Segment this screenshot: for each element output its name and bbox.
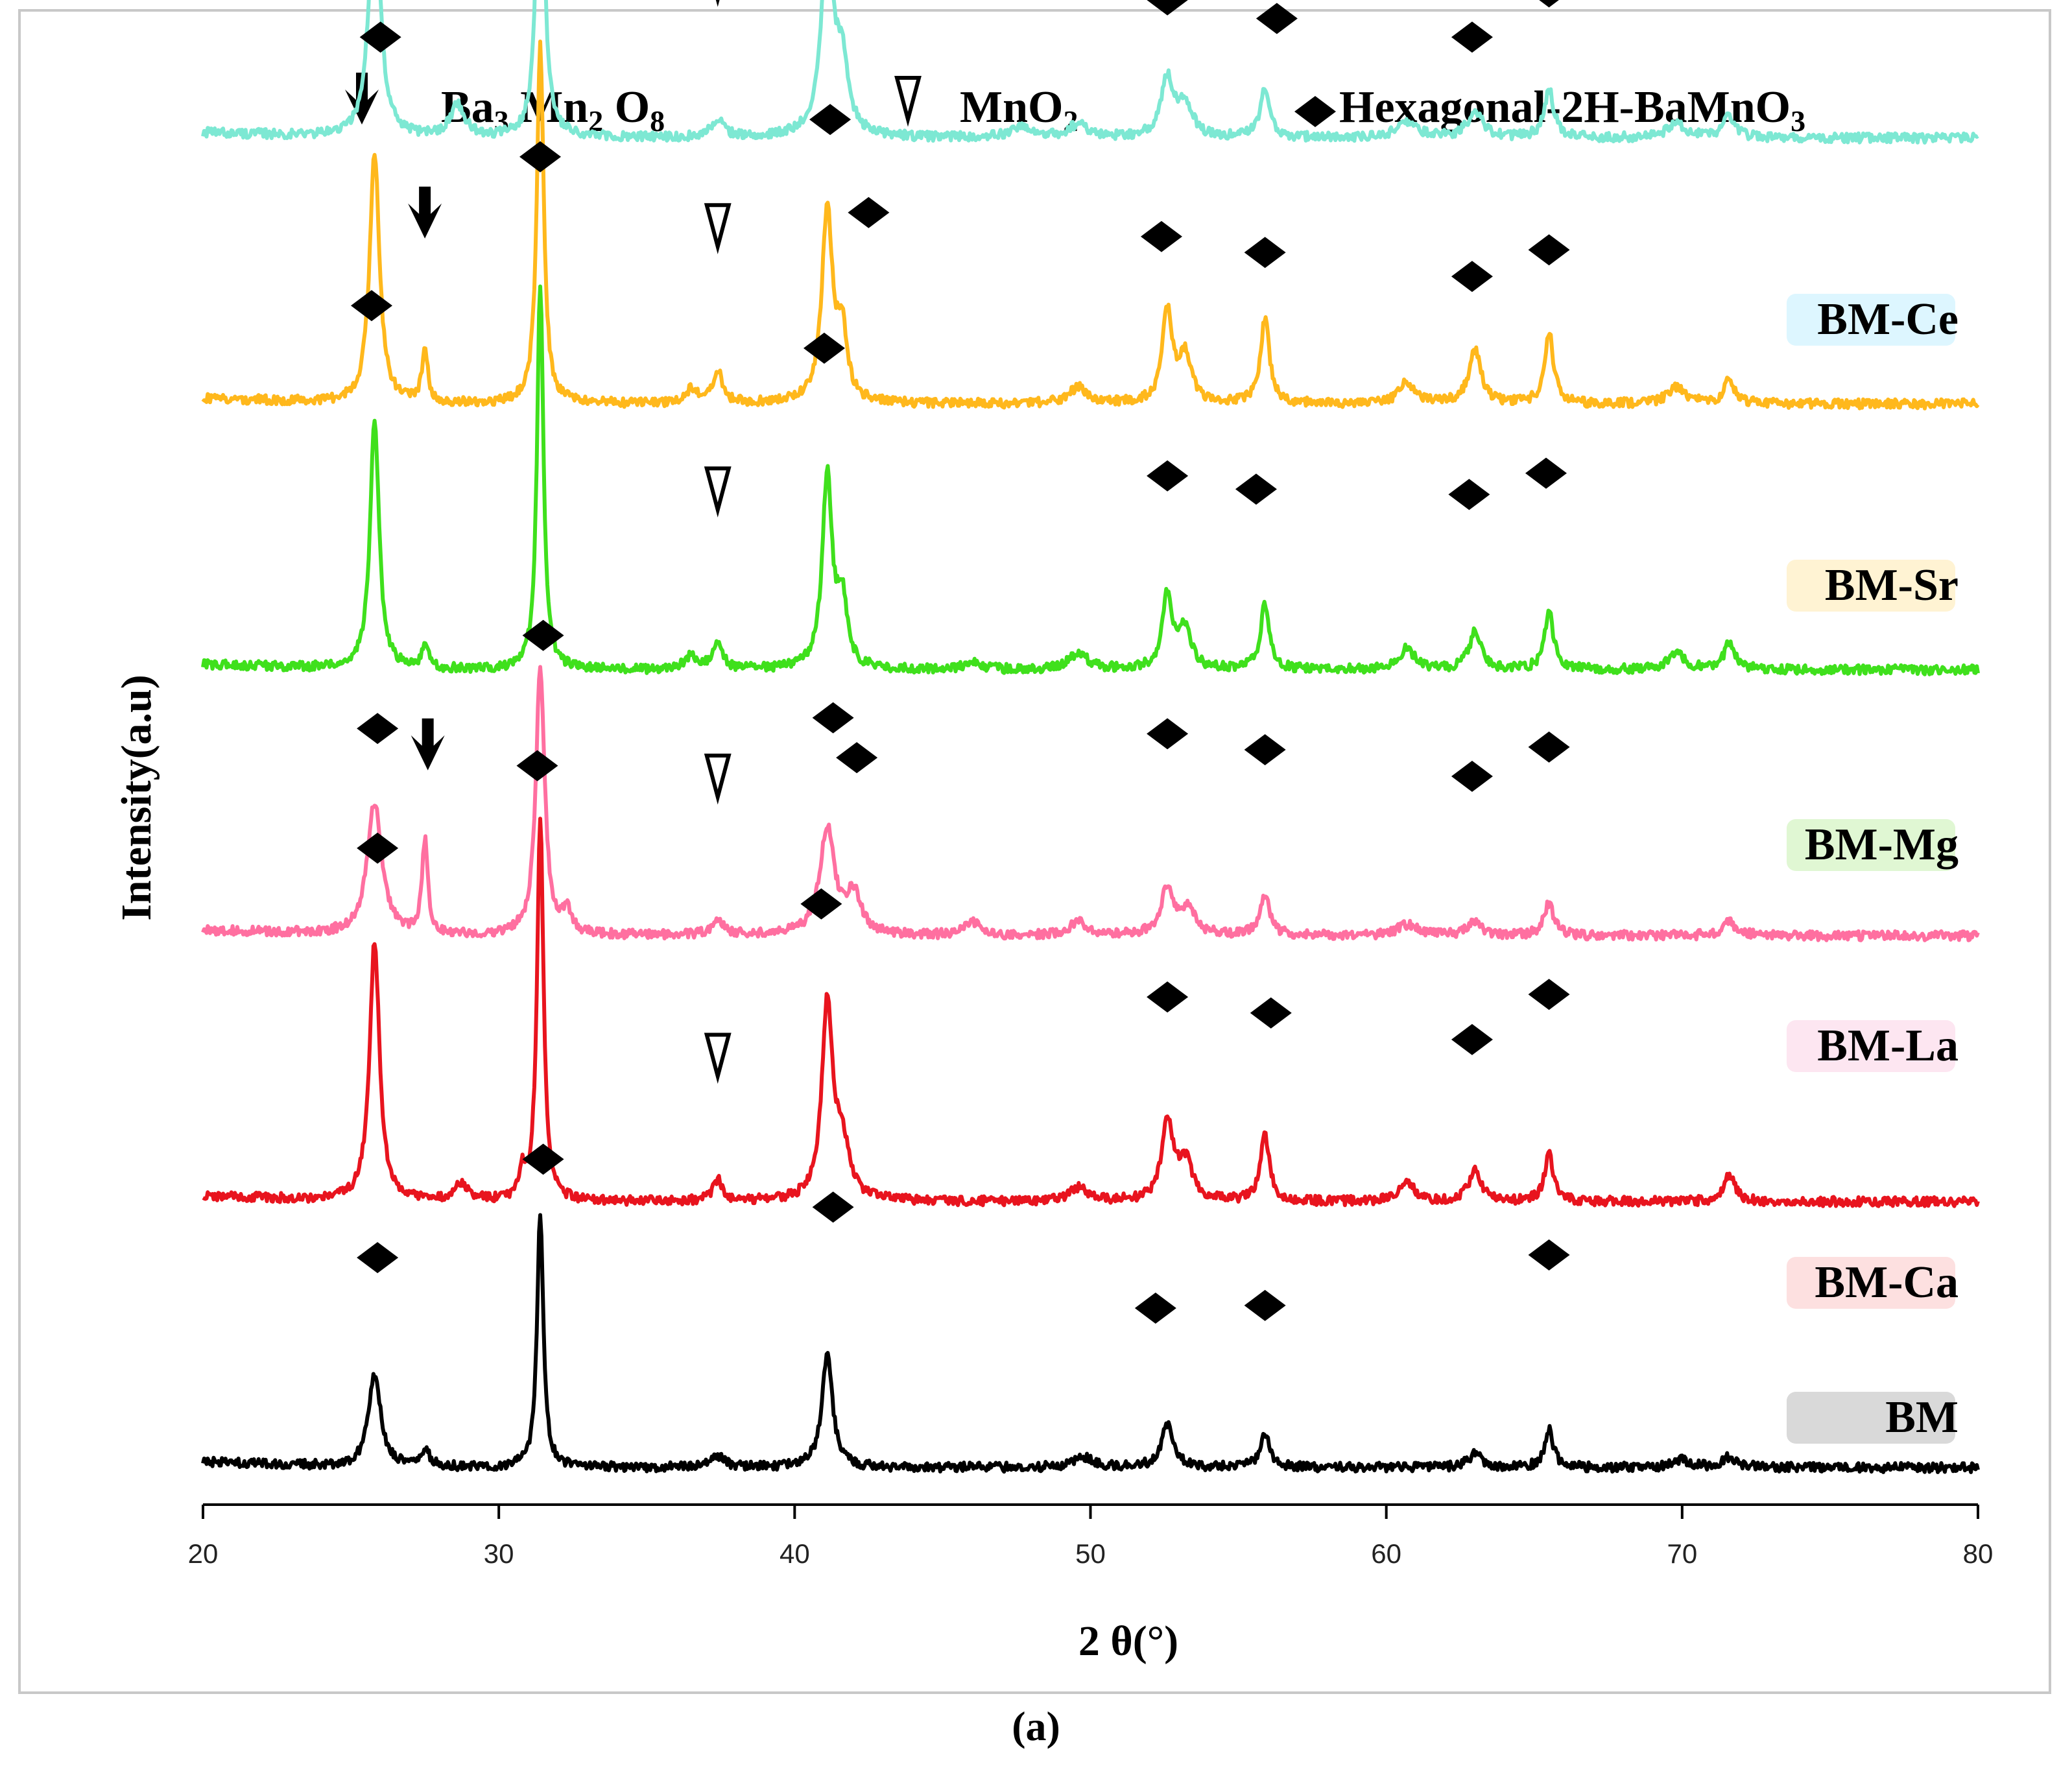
- x-tick-label: 70: [1667, 1538, 1697, 1569]
- x-tick-label: 50: [1075, 1538, 1106, 1569]
- phase-diamond-marker: [1235, 473, 1277, 505]
- y-axis-title: Intensity(a.u): [113, 674, 160, 921]
- series-label-group: BM-Sr: [1787, 560, 1959, 612]
- phase-diamond-marker: [357, 713, 398, 744]
- x-axis-title: 2 θ(°): [1078, 1617, 1178, 1665]
- phase-diamond-marker: [1529, 234, 1570, 265]
- phase-diamond-marker: [813, 702, 854, 734]
- phase-diamond-marker: [1529, 0, 1570, 8]
- phase-diamond-marker: [836, 742, 877, 773]
- phase-diamond-marker: [516, 750, 558, 782]
- series-label: BM: [1885, 1392, 1959, 1442]
- phase-diamond-marker: [813, 1191, 854, 1223]
- phase-diamond-marker: [1451, 1024, 1493, 1055]
- series-label: BM-La: [1817, 1021, 1959, 1071]
- series-label: BM-Ca: [1815, 1258, 1959, 1307]
- x-tick-label: 80: [1963, 1538, 1994, 1569]
- phase-diamond-marker: [1147, 981, 1188, 1012]
- x-tick-label: 60: [1371, 1538, 1401, 1569]
- x-tick-label: 40: [780, 1538, 810, 1569]
- series-label: BM-Sr: [1825, 560, 1959, 610]
- xrd-chart: Ba3 Mn2 O8 MnO2 Hexagonal-2H-BaMnO3 BM-CeB…: [0, 0, 2072, 1766]
- phase-diamond-marker: [1244, 237, 1286, 268]
- ba3mn2o8-arrow-marker: [408, 187, 442, 239]
- phase-diamond-marker: [357, 833, 398, 864]
- phase-diamond-marker: [1256, 3, 1298, 34]
- phase-diamond-marker: [1448, 479, 1490, 510]
- ba3mn2o8-arrow-marker: [411, 719, 445, 770]
- phase-diamond-marker: [1147, 718, 1188, 749]
- series-label-group: BM: [1787, 1392, 1959, 1444]
- phase-diamond-marker: [1451, 261, 1493, 292]
- x-tick-label: 30: [484, 1538, 514, 1569]
- mno2-triangle-marker: [707, 468, 729, 510]
- series-line-bm: [203, 1215, 1978, 1472]
- legend-diamond-marker: [1294, 96, 1336, 127]
- axes: 20 30 40 50 60 70 80: [188, 1505, 1994, 1569]
- series-line-bm-ca: [203, 818, 1978, 1206]
- phase-diamond-marker: [1529, 732, 1570, 763]
- series-label-group: BM-Mg: [1787, 819, 1959, 871]
- legend-triangle-marker: [897, 78, 919, 119]
- series-layer: BM-Ce BM-Sr BM-Mg BM-La BM-Ca BM: [203, 0, 1978, 1472]
- mno2-triangle-marker: [707, 1035, 729, 1077]
- phase-diamond-marker: [357, 1242, 398, 1273]
- mno2-triangle-marker: [707, 756, 729, 797]
- phase-diamond-marker: [1451, 761, 1493, 792]
- phase-diamond-marker: [809, 104, 851, 135]
- phase-diamond-marker: [1250, 997, 1292, 1029]
- phase-diamond-marker: [519, 141, 561, 173]
- phase-diamond-marker: [1244, 734, 1286, 765]
- phase-diamond-marker: [1451, 21, 1493, 53]
- mno2-triangle-marker: [707, 205, 729, 246]
- phase-diamond-marker: [1529, 1239, 1570, 1271]
- phase-diamond-marker: [1244, 1290, 1286, 1321]
- series-label: BM-Mg: [1805, 820, 1959, 870]
- phase-diamond-marker: [1147, 460, 1188, 492]
- series-label: BM-Ce: [1817, 294, 1959, 344]
- series-line-bm-mg: [203, 287, 1978, 674]
- phase-diamond-marker: [351, 290, 392, 321]
- figure-caption: (a): [0, 1702, 2072, 1750]
- phase-diamond-marker: [1141, 221, 1182, 252]
- series-label-group: BM-La: [1787, 1020, 1959, 1072]
- series-label-group: BM-Ca: [1787, 1257, 1959, 1309]
- series-line-bm-la: [203, 667, 1978, 940]
- phase-diamond-marker: [1525, 458, 1567, 489]
- phase-diamond-marker: [1147, 0, 1188, 16]
- x-tick-label: 20: [188, 1538, 219, 1569]
- phase-diamond-marker: [848, 197, 889, 228]
- phase-diamond-marker: [1135, 1293, 1176, 1324]
- series-label-group: BM-Ce: [1787, 294, 1959, 346]
- phase-diamond-marker: [804, 333, 845, 364]
- phase-diamond-marker: [1529, 979, 1570, 1010]
